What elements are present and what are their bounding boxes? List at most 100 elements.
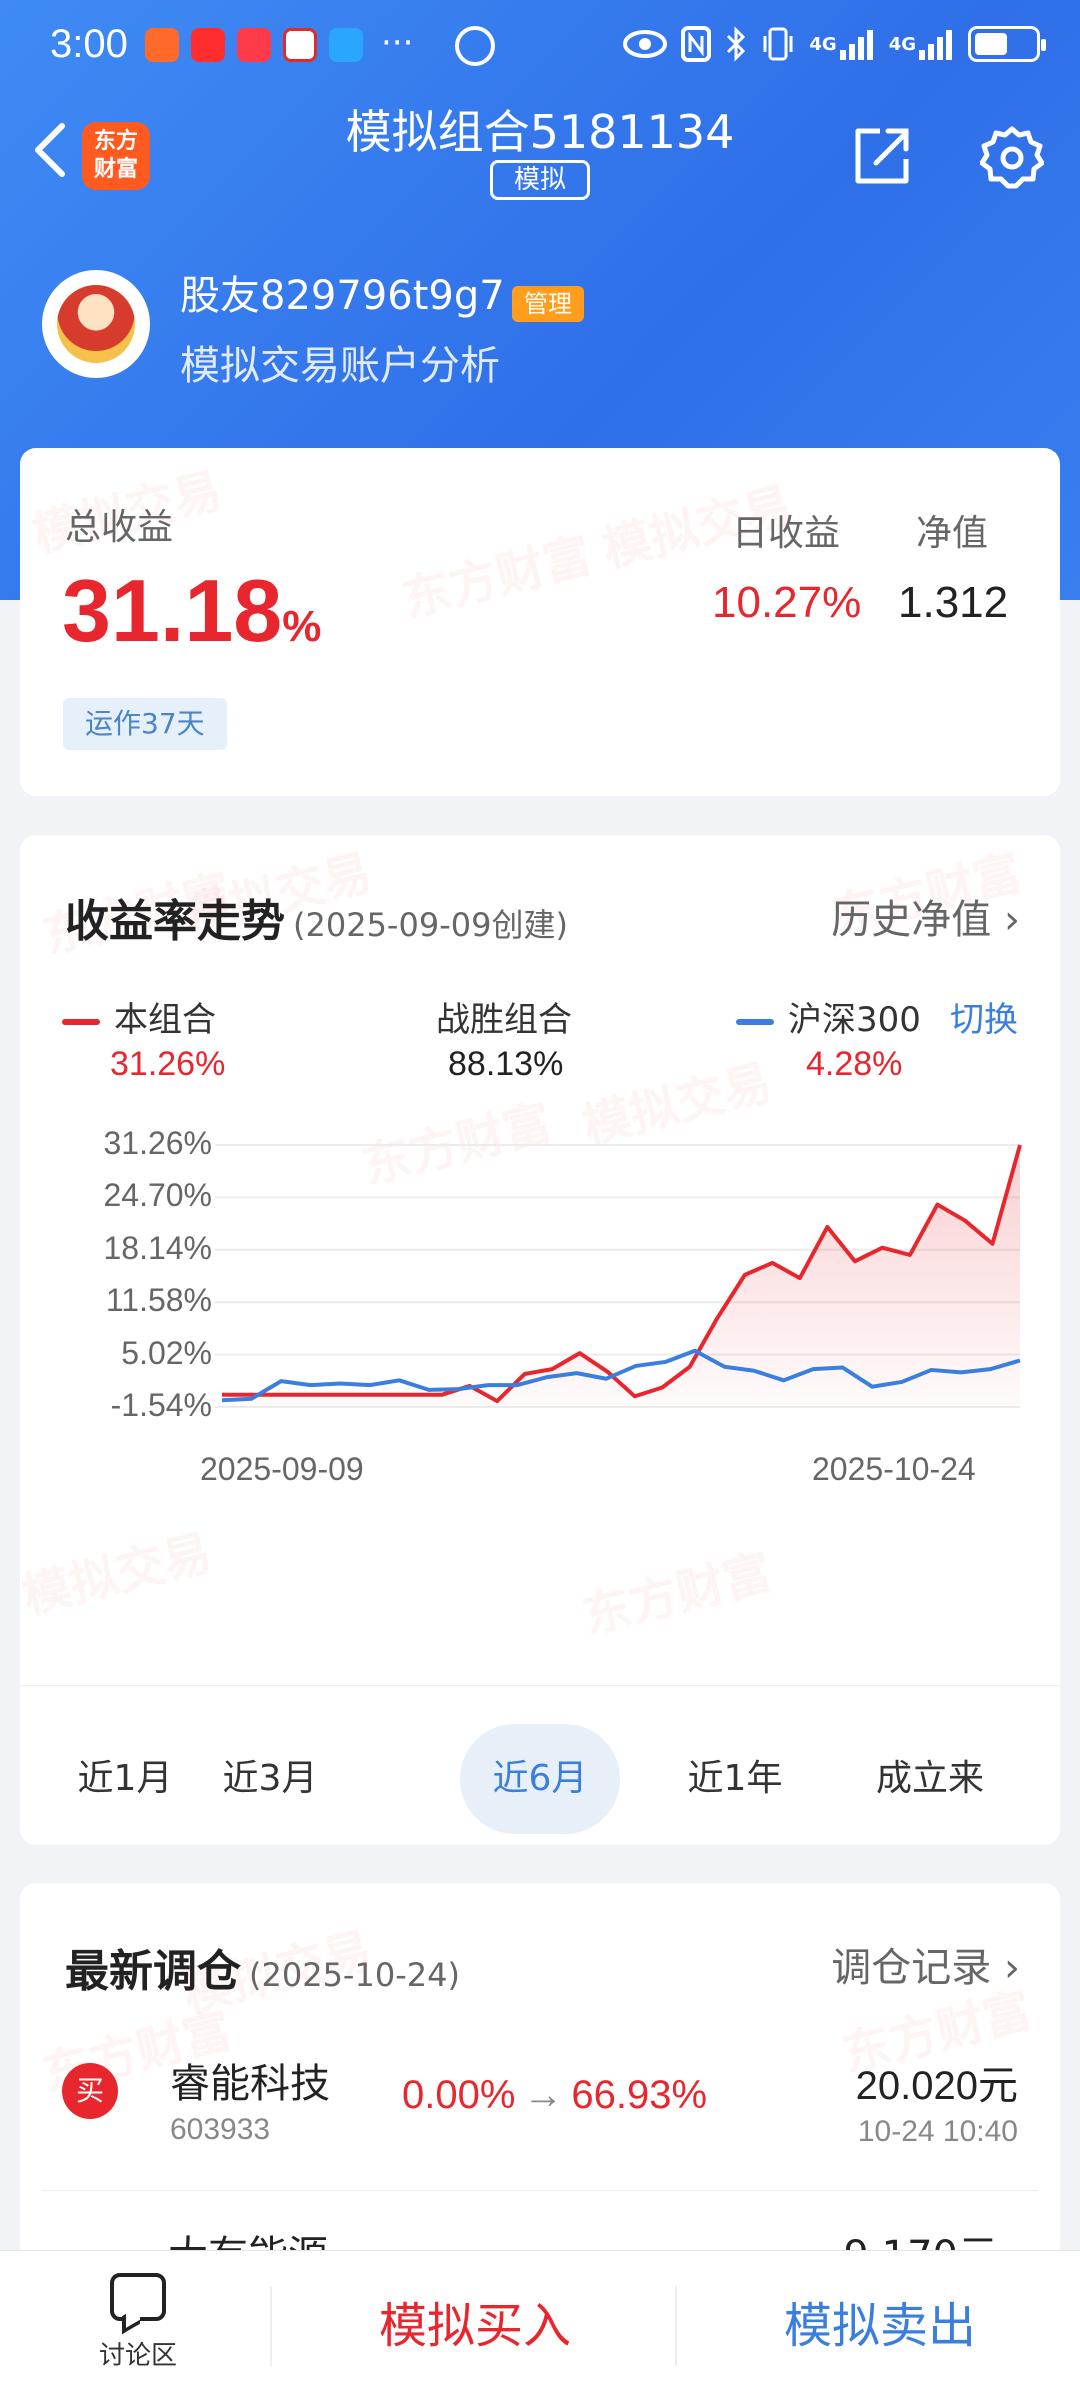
series-line-portfolio xyxy=(222,1144,1022,1404)
y-tick-label: 5.02% xyxy=(121,1334,212,1371)
legend-portfolio-label: 本组合 xyxy=(114,1000,216,1040)
eye-icon xyxy=(623,24,668,64)
signal-icon: 4G xyxy=(889,24,954,64)
divider xyxy=(270,2286,272,2366)
legend-portfolio: 本组合 xyxy=(62,992,216,1041)
legend-portfolio-value: 31.26% xyxy=(110,1045,226,1083)
legend-csi300-label: 沪深300 xyxy=(788,1000,921,1040)
legend-line-red xyxy=(62,1018,100,1025)
system-icons: 4G 4G xyxy=(623,24,1046,64)
tab-1m[interactable]: 近1月 xyxy=(77,1758,173,1799)
weight-to: 66.93% xyxy=(571,2073,708,2117)
app-notification-icon xyxy=(191,28,225,62)
range-tabs: 近1月 近3月 近6月 近1年 成立来 xyxy=(20,1685,1060,1834)
divider xyxy=(675,2286,677,2366)
back-button[interactable] xyxy=(20,120,80,190)
battery-icon xyxy=(968,26,1046,62)
net-value-label: 净值 xyxy=(916,513,989,554)
watermark: 东方财富 xyxy=(397,527,598,629)
user-name[interactable]: 股友829796t9g7 xyxy=(180,273,505,319)
y-tick-label: 24.70% xyxy=(103,1177,212,1214)
app-notification-icon xyxy=(329,28,363,62)
nav-bar: 东方 财富 模拟组合5181134 模拟 xyxy=(0,100,1080,220)
chevron-right-icon: › xyxy=(1004,897,1020,943)
switch-benchmark-link[interactable]: 切换 xyxy=(950,1000,1018,1040)
discussion-button[interactable]: 讨论区 xyxy=(68,2273,208,2372)
legend-beat: 战胜组合 xyxy=(436,992,572,1041)
legend-csi300: 沪深300 xyxy=(736,992,921,1041)
total-return-number: 31.18 xyxy=(62,561,283,660)
simulated-buy-button[interactable]: 模拟买入 xyxy=(378,2298,571,2354)
trade-time: 10-24 10:40 xyxy=(857,2115,1018,2148)
vibrate-icon xyxy=(761,24,795,64)
eastmoney-logo: 东方 财富 xyxy=(82,122,150,190)
simulation-badge: 模拟 xyxy=(490,160,590,200)
share-button[interactable] xyxy=(850,125,912,187)
admin-badge: 管理 xyxy=(512,286,584,322)
rebalance-record-link[interactable]: 调仓记录 › xyxy=(831,1935,1020,1993)
daily-return-label: 日收益 xyxy=(732,513,841,554)
user-subtitle: 模拟交易账户分析 xyxy=(180,343,500,389)
status-bar: 3:00 ··· 4G 4G xyxy=(0,0,1080,90)
y-tick-label: 31.26% xyxy=(103,1125,212,1161)
rebalance-card: 模拟交易 东方财富 东方财富 最新调仓 (2025-10-24) 调仓记录 › 买… xyxy=(20,1883,1060,2283)
stock-name: 睿能科技 xyxy=(170,2061,330,2107)
rebalance-title: 最新调仓 (2025-10-24) xyxy=(65,1935,460,1999)
discussion-label: 讨论区 xyxy=(98,2341,177,2371)
total-return-value: 31.18% xyxy=(62,560,321,662)
avatar[interactable] xyxy=(42,270,150,378)
watermark: 模拟交易 xyxy=(20,1524,218,1626)
y-tick-label: -1.54% xyxy=(110,1387,212,1423)
more-notifications-icon: ··· xyxy=(381,23,414,63)
sync-icon xyxy=(455,26,495,66)
notification-icons: ··· xyxy=(145,23,414,63)
chat-bubble-icon xyxy=(110,2273,166,2321)
legend-beat-label: 战胜组合 xyxy=(436,1000,572,1040)
trend-title: 收益率走势 (2025-09-09创建) xyxy=(65,885,568,949)
net-value-value: 1.312 xyxy=(898,578,1009,627)
settings-button[interactable] xyxy=(979,125,1045,189)
running-days-tag: 运作37天 xyxy=(63,698,227,750)
signal-icon: 4G xyxy=(809,24,874,64)
tab-1y[interactable]: 近1年 xyxy=(687,1758,783,1799)
x-tick-end: 2025-10-24 xyxy=(812,1451,976,1487)
avatar-image xyxy=(57,285,135,363)
total-return-label: 总收益 xyxy=(65,507,174,548)
arrow-right-icon: → xyxy=(523,2073,564,2117)
total-return-unit: % xyxy=(282,602,322,651)
app-notification-icon xyxy=(283,28,317,62)
daily-return-value: 10.27% xyxy=(712,578,862,627)
share-icon xyxy=(855,128,909,184)
app-notification-icon xyxy=(237,28,271,62)
stock-code: 603933 xyxy=(170,2113,271,2146)
chevron-right-icon: › xyxy=(1004,1945,1020,1991)
tab-3m[interactable]: 近3月 xyxy=(222,1758,318,1799)
page-title: 模拟组合5181134 xyxy=(345,105,735,159)
tab-since-inception[interactable]: 成立来 xyxy=(875,1758,984,1799)
summary-card: 模拟交易 模拟交易 东方财富 总收益 31.18% 运作37天 日收益 10.2… xyxy=(20,448,1060,796)
rebalance-date: (2025-10-24) xyxy=(249,1956,460,1994)
trade-price: 20.020元 xyxy=(855,2064,1018,2108)
trend-created-date: (2025-09-09创建) xyxy=(293,906,568,944)
nfc-icon xyxy=(681,24,712,64)
rebalance-record-label: 调仓记录 xyxy=(831,1945,992,1991)
weight-change: 0.00% → 66.93% xyxy=(402,2073,707,2118)
watermark: 东方财富 xyxy=(577,1544,778,1646)
history-nav-label: 历史净值 xyxy=(831,897,992,943)
gear-icon xyxy=(979,126,1045,189)
trade-row[interactable]: 买 睿能科技 603933 0.00% → 66.93% 20.020元 10-24… xyxy=(42,2031,1038,2191)
simulated-sell-button[interactable]: 模拟卖出 xyxy=(783,2298,976,2354)
y-tick-label: 11.58% xyxy=(105,1282,212,1319)
chevron-left-icon xyxy=(35,123,65,177)
buy-badge: 买 xyxy=(62,2063,118,2119)
series-area xyxy=(222,1145,1020,1407)
series-line-csi300 xyxy=(221,1348,1021,1403)
bottom-action-bar: 讨论区 模拟买入 模拟卖出 xyxy=(0,2250,1080,2400)
chart-svg xyxy=(215,1144,1022,1408)
tab-6m[interactable]: 近6月 xyxy=(460,1724,620,1834)
weight-from: 0.00% xyxy=(402,2073,516,2117)
status-time: 3:00 xyxy=(50,22,128,66)
history-nav-link[interactable]: 历史净值 › xyxy=(831,887,1020,945)
bluetooth-icon xyxy=(725,24,747,64)
rebalance-title-text: 最新调仓 xyxy=(65,1946,241,1997)
